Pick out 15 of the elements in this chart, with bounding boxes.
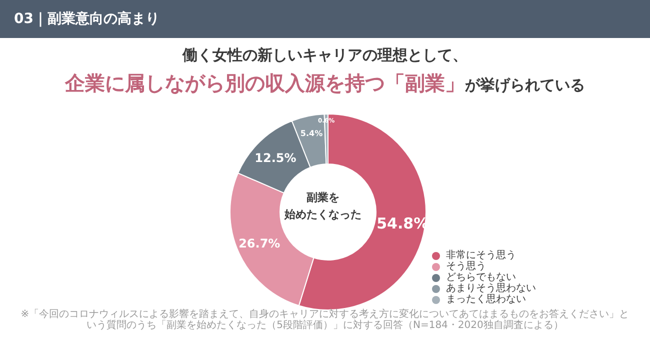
data-label: 5.4% xyxy=(300,129,323,138)
text: 始めたくなった xyxy=(283,207,362,223)
chart-subtitle: 働く女性の新しいキャリアの理想として、 xyxy=(181,46,468,65)
text: ※「今回のコロナウィルスによる影響を踏まえて、自身のキャリアに対する考え方に変化についてあてはまるものをお答えください」という質問のうち「副業を始めたくなった（5段階評価）」に対する回答（N=184・2020独自調査による） xyxy=(20,309,630,331)
text: が挙げられている xyxy=(465,76,585,94)
text: 副業を xyxy=(306,190,340,206)
legend-label: そう思う xyxy=(446,261,486,272)
legend-label: 非常にそう思う xyxy=(446,250,516,261)
legend-label: どちらでもない xyxy=(446,272,516,283)
data-label: 26.7% xyxy=(238,236,280,250)
data-label: 12.5% xyxy=(254,150,296,165)
legend-label: まったく思わない xyxy=(446,294,526,305)
text: 企業に属しながら別の収入源を持つ「副業」 xyxy=(65,71,465,95)
text: 03｜副業意向の高まり xyxy=(0,0,650,38)
legend-label: あまりそう思わない xyxy=(446,283,536,294)
